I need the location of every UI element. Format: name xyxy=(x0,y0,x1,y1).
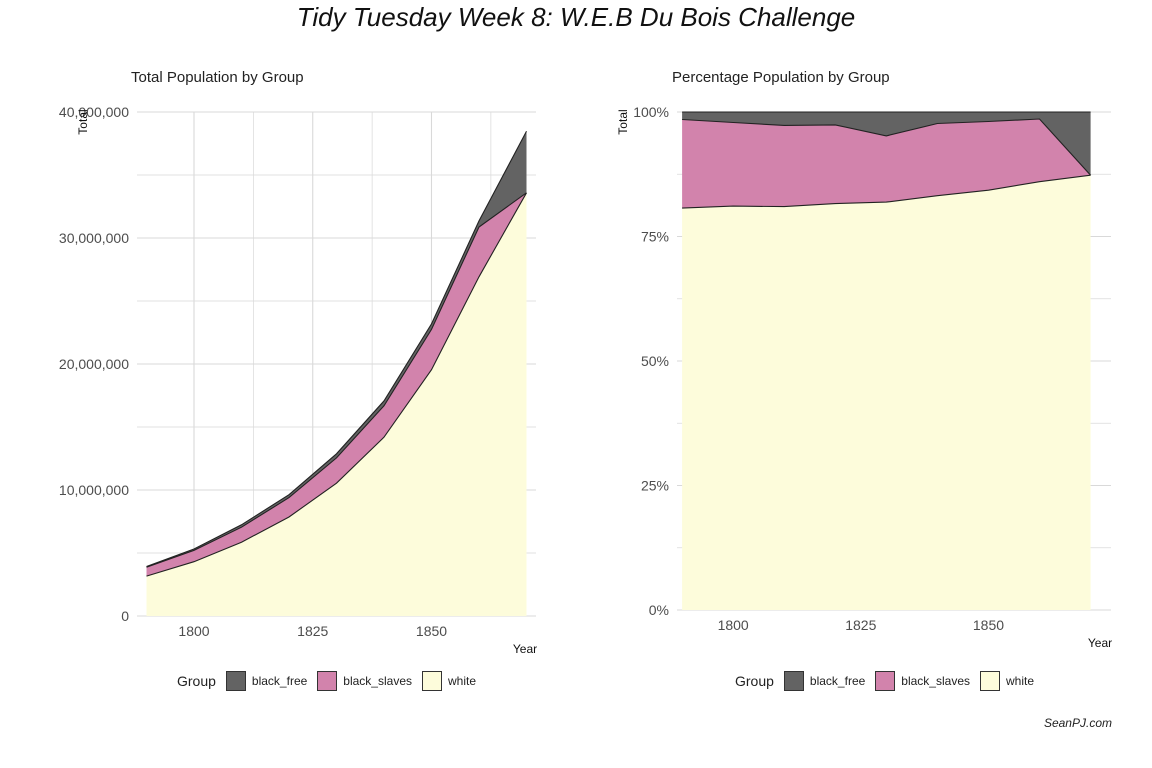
x-tick-label: 1800 xyxy=(718,617,749,633)
area-black-free xyxy=(682,112,1091,176)
left-chart-title: Total Population by Group xyxy=(131,69,304,86)
y-tick-label: 0% xyxy=(649,602,669,618)
legend-title: Group xyxy=(177,673,216,689)
x-tick-label: 1850 xyxy=(973,617,1004,633)
legend-label-white: white xyxy=(448,674,477,688)
legend-swatch-black-free xyxy=(783,671,804,691)
area-outline-black-free xyxy=(146,131,527,568)
y-tick-label: 10,000,000 xyxy=(59,482,129,498)
caption: SeanPJ.com xyxy=(1043,716,1112,730)
area-outline-white xyxy=(146,192,527,577)
legend-swatch-black-slaves xyxy=(875,671,896,691)
percentage-population-chart: 0% 25% 50% 75% 100% 1800 1825 1850 Year Total xyxy=(616,104,1112,650)
legend-item-black-free: black_free xyxy=(783,671,866,691)
area-outline-white xyxy=(682,174,1091,209)
y-tick-label: 30,000,000 xyxy=(59,230,129,246)
x-tick-label: 1825 xyxy=(845,617,876,633)
right-legend: Group black_free black_slaves white xyxy=(735,671,1044,691)
y-tick-label: 75% xyxy=(641,229,669,245)
area-white xyxy=(682,175,1091,610)
legend-label-black-slaves: black_slaves xyxy=(343,674,412,688)
area-black-slaves xyxy=(682,119,1091,209)
total-population-panel: Total Population by Group 0 10,000,000 20,… xyxy=(0,60,560,720)
x-tick-label: 1800 xyxy=(178,623,209,639)
legend-label-black-free: black_free xyxy=(809,674,866,688)
y-tick-label: 100% xyxy=(633,104,669,120)
y-tick-label: 50% xyxy=(641,353,669,369)
area-outline-black-slaves xyxy=(682,118,1092,176)
area-black-slaves xyxy=(146,192,527,577)
legend-swatch-white xyxy=(422,671,442,691)
x-axis-title: Year xyxy=(1088,636,1112,650)
y-tick-label: 20,000,000 xyxy=(59,356,129,372)
legend-swatch-black-free xyxy=(225,671,246,691)
y-tick-label: 40,000,000 xyxy=(59,104,129,120)
main-title: Tidy Tuesday Week 8: W.E.B Du Bois Chall… xyxy=(296,2,856,32)
y-tick-label: 25% xyxy=(641,478,669,494)
legend-label-white: white xyxy=(1006,674,1035,688)
right-chart-title: Percentage Population by Group xyxy=(672,69,890,86)
legend-item-white: white xyxy=(980,671,1034,691)
y-axis-title: Total xyxy=(76,109,90,134)
legend-label-black-free: black_free xyxy=(251,674,308,688)
legend-item-black-free: black_free xyxy=(225,671,308,691)
percentage-population-panel: Percentage Population by Group 0% 25% 50% 7… xyxy=(560,60,1120,720)
x-tick-label: 1850 xyxy=(416,623,447,639)
x-axis-title: Year xyxy=(513,642,537,656)
area-outline-black-slaves xyxy=(146,192,527,568)
legend-item-white: white xyxy=(422,671,476,691)
area-white xyxy=(146,192,527,617)
x-tick-label: 1825 xyxy=(297,623,328,639)
total-population-chart: 0 10,000,000 20,000,000 30,000,000 40,000,00… xyxy=(59,104,537,656)
legend-item-black-slaves: black_slaves xyxy=(317,671,412,691)
legend-title: Group xyxy=(735,673,774,689)
legend-label-black-slaves: black_slaves xyxy=(901,674,970,688)
y-tick-label: 0 xyxy=(121,608,129,624)
y-axis-title: Total xyxy=(616,109,630,134)
left-legend: Group black_free black_slaves white xyxy=(177,671,486,691)
legend-swatch-black-slaves xyxy=(317,671,338,691)
legend-swatch-white xyxy=(980,671,1000,691)
legend-item-black-slaves: black_slaves xyxy=(875,671,970,691)
